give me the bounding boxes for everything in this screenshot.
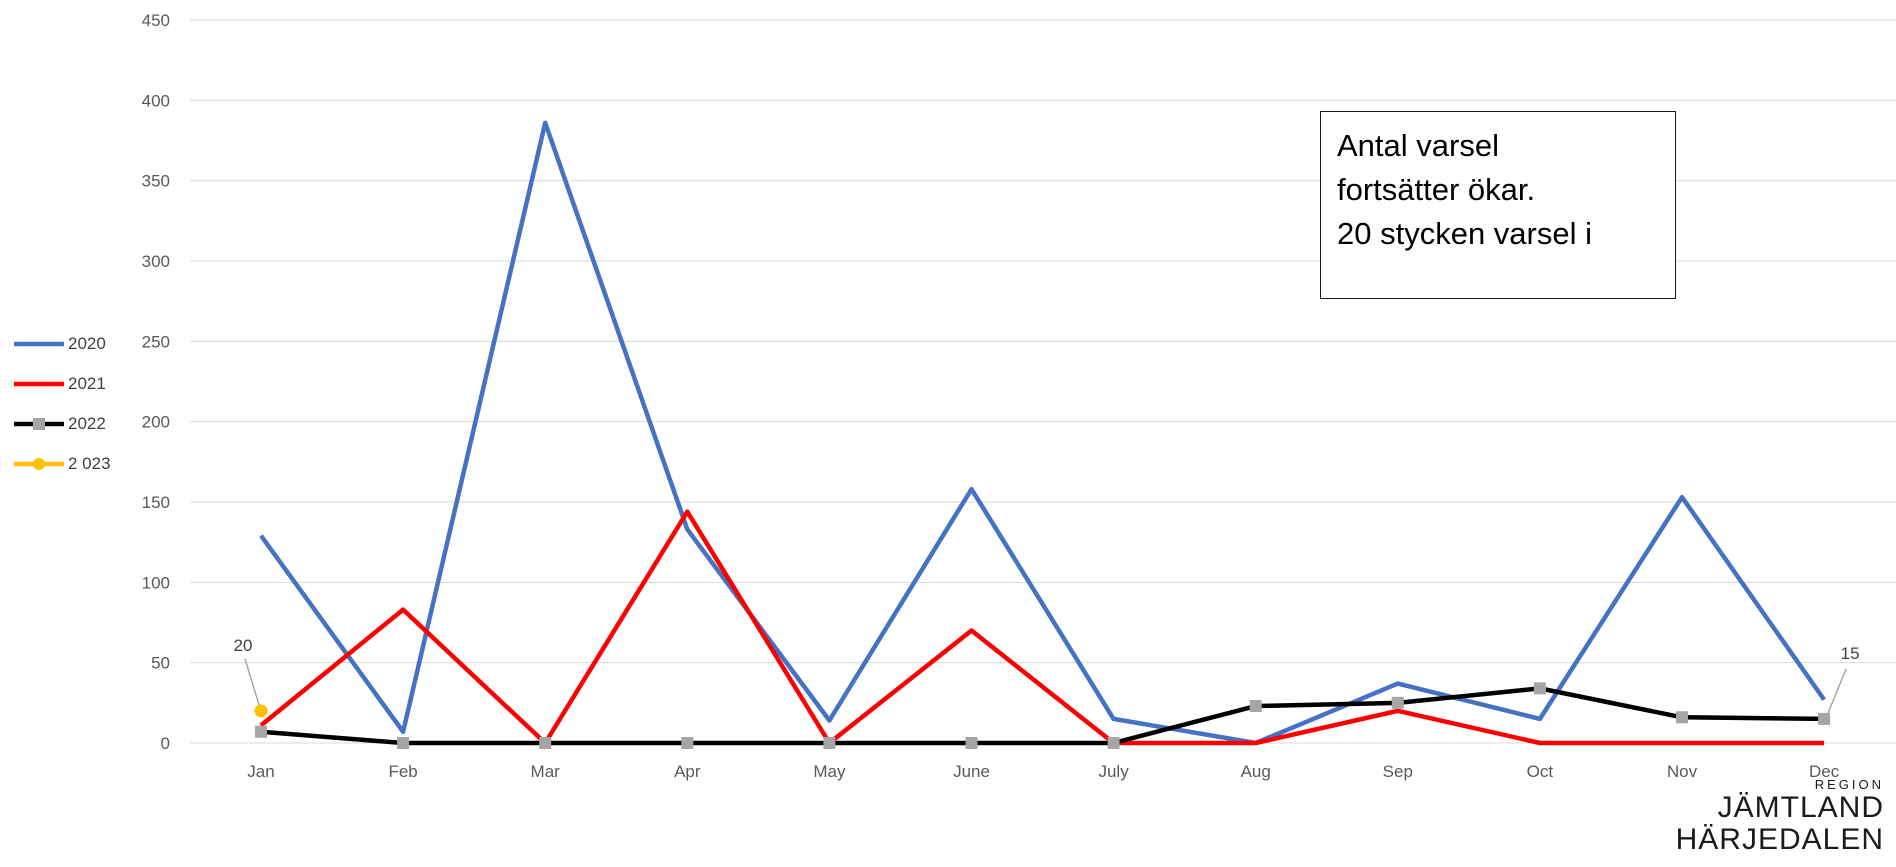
y-tick-label: 200 xyxy=(142,413,170,432)
logo-line: REGION xyxy=(1814,777,1884,792)
legend-swatch xyxy=(14,458,64,470)
x-tick-label: Dec xyxy=(1809,762,1840,781)
gridlines xyxy=(190,19,1896,744)
legend: 2020 2021 2022 2 023 xyxy=(14,324,111,484)
y-tick-label: 0 xyxy=(161,734,170,753)
series-line-2022 xyxy=(260,686,1825,746)
legend-item: 2020 xyxy=(14,324,111,364)
x-tick-label: Mar xyxy=(531,762,561,781)
x-tick-label: Aug xyxy=(1241,762,1271,781)
series-markers xyxy=(254,682,1831,749)
annotation-box: Antal varsel fortsätter ökar. 20 stycken… xyxy=(1320,111,1676,299)
data-point xyxy=(1533,682,1546,695)
x-tick-label: Oct xyxy=(1527,762,1554,781)
y-axis-ticks: 0 50 100 150 200 250 300 350 400 450 xyxy=(142,11,170,753)
legend-label: 2020 xyxy=(68,334,106,353)
x-tick-label: Sep xyxy=(1383,762,1413,781)
annotation-line: fortsätter ökar. xyxy=(1337,172,1536,207)
data-label: 20 xyxy=(234,636,253,655)
logo-line: HÄRJEDALEN xyxy=(1675,823,1884,856)
y-tick-label: 100 xyxy=(142,573,170,592)
data-point xyxy=(1818,712,1831,725)
data-point xyxy=(823,737,836,749)
y-tick-label: 400 xyxy=(142,91,170,110)
legend-swatch xyxy=(14,381,64,387)
x-tick-label: Feb xyxy=(388,762,417,781)
legend-item: 2 023 xyxy=(14,444,111,484)
x-tick-label: June xyxy=(953,762,990,781)
annotation-line: Antal varsel xyxy=(1337,128,1499,163)
x-axis-ticks: Jan Feb Mar Apr May June July Aug Sep Oct Nov Dec xyxy=(247,762,1839,781)
y-tick-label: 50 xyxy=(151,654,170,673)
data-labels: 20 15 xyxy=(234,636,1860,714)
region-logo: REGION JÄMTLAND HÄRJEDALEN xyxy=(1676,778,1884,856)
y-tick-label: 250 xyxy=(142,332,170,351)
leader-line xyxy=(244,658,260,706)
data-point xyxy=(681,737,694,749)
data-point xyxy=(539,737,552,749)
data-point xyxy=(254,704,268,718)
legend-label: 2 023 xyxy=(68,454,111,473)
logo-line: JÄMTLAND xyxy=(1717,791,1884,824)
data-point xyxy=(1249,700,1262,713)
legend-item: 2021 xyxy=(14,364,111,404)
series-line-2021 xyxy=(259,509,1825,746)
x-tick-label: Apr xyxy=(674,762,701,781)
x-tick-label: May xyxy=(813,762,846,781)
x-tick-label: Jan xyxy=(247,762,274,781)
y-tick-label: 300 xyxy=(142,252,170,271)
data-point xyxy=(965,737,978,749)
series-lines xyxy=(259,120,1826,746)
data-label: 15 xyxy=(1841,644,1860,663)
leader-line xyxy=(1827,668,1847,714)
data-point xyxy=(397,737,410,749)
series-line-2020 xyxy=(259,120,1826,746)
legend-swatch xyxy=(14,341,64,347)
legend-swatch xyxy=(14,418,64,430)
legend-item: 2022 xyxy=(14,404,111,444)
annotation-line: 20 stycken varsel i xyxy=(1337,216,1592,251)
x-tick-label: Nov xyxy=(1667,762,1698,781)
y-tick-label: 450 xyxy=(142,11,170,30)
data-point xyxy=(1391,696,1404,709)
legend-label: 2022 xyxy=(68,414,106,433)
legend-label: 2021 xyxy=(68,374,106,393)
y-tick-label: 150 xyxy=(142,493,170,512)
y-tick-label: 350 xyxy=(142,172,170,191)
data-point xyxy=(255,725,267,738)
data-point xyxy=(1676,711,1688,724)
x-tick-label: July xyxy=(1098,762,1129,781)
data-point xyxy=(1107,737,1120,749)
